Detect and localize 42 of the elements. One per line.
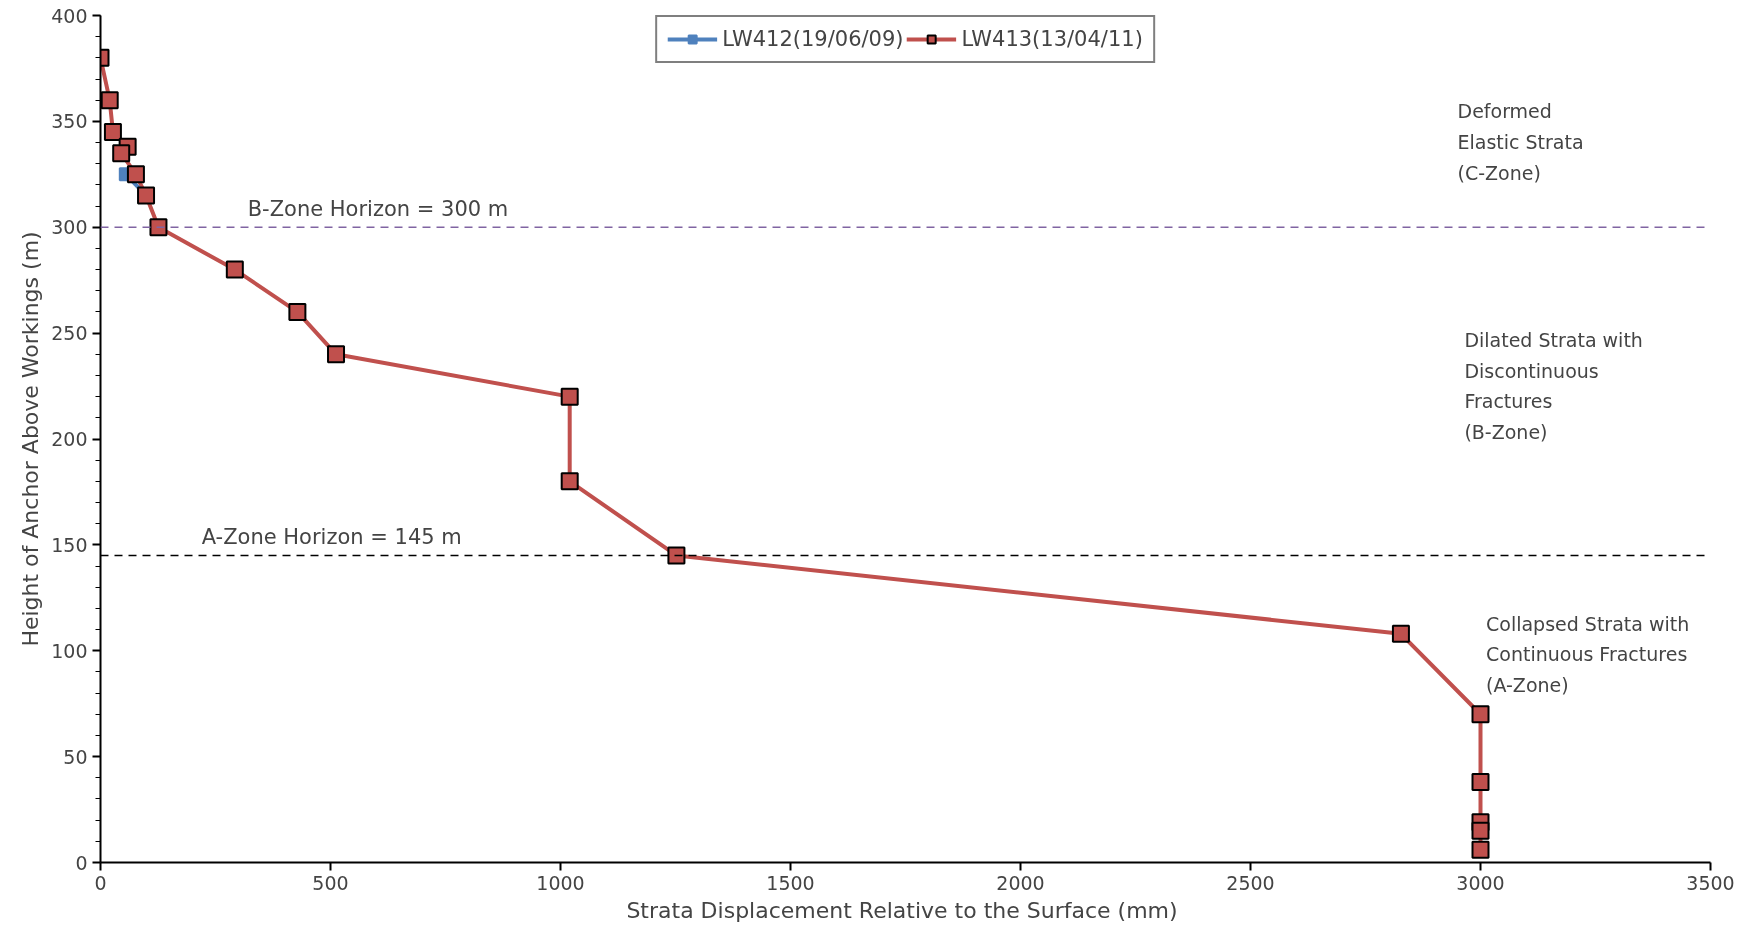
point <box>1471 821 1490 840</box>
point <box>225 260 244 279</box>
x-tick-label: 1500 <box>766 871 815 894</box>
point <box>100 91 119 110</box>
x-tick-label: 1000 <box>536 871 585 894</box>
annotation: Dilated Strata with Discontinuous Fractures (B-Zone) <box>1464 328 1643 444</box>
y-tick-label: 50 <box>63 745 88 768</box>
ref-line-label: B-Zone Horizon = 300 m <box>247 197 509 222</box>
y-tick-label: 0 <box>75 851 88 874</box>
point <box>103 122 122 141</box>
point <box>288 302 307 321</box>
x-tick-label: 3500 <box>1686 871 1735 894</box>
y-tick-label: 100 <box>51 639 88 662</box>
y-axis-title: Height of Anchor Above Workings (m) <box>18 231 44 647</box>
y-tick-label: 350 <box>51 110 88 133</box>
legend-label: LW413(13/04/11) <box>961 27 1143 51</box>
x-tick-label: 2500 <box>1226 871 1275 894</box>
point <box>1391 624 1410 643</box>
x-tick-label: 2000 <box>996 871 1045 894</box>
y-tick-label: 150 <box>51 533 88 556</box>
point <box>560 387 579 406</box>
point <box>327 345 346 364</box>
y-tick-label: 250 <box>51 322 88 345</box>
point <box>1471 705 1490 724</box>
point <box>149 218 168 237</box>
y-tick-label: 400 <box>51 4 88 27</box>
point <box>1471 773 1490 792</box>
point <box>1471 840 1490 859</box>
y-tick-label: 200 <box>51 428 88 450</box>
point <box>560 472 579 491</box>
x-axis-title: Strata Displacement Relative to the Surface (mm) <box>626 897 1178 923</box>
legend-label: LW412(19/06/09) <box>722 27 904 51</box>
x-tick-label: 0 <box>94 871 107 894</box>
point <box>126 165 145 184</box>
point <box>667 546 686 565</box>
ref-line-label: A-Zone Horizon = 145 m <box>201 525 462 550</box>
point <box>112 144 131 163</box>
annotation: Collapsed Strata with Continuous Fractures (A-Zone) <box>1486 612 1690 697</box>
x-tick-label: 3000 <box>1456 871 1505 894</box>
annotation: Deformed Elastic Strata (C-Zone) <box>1457 100 1584 184</box>
x-tick-label: 500 <box>312 871 349 894</box>
y-tick-label: 300 <box>51 216 88 239</box>
